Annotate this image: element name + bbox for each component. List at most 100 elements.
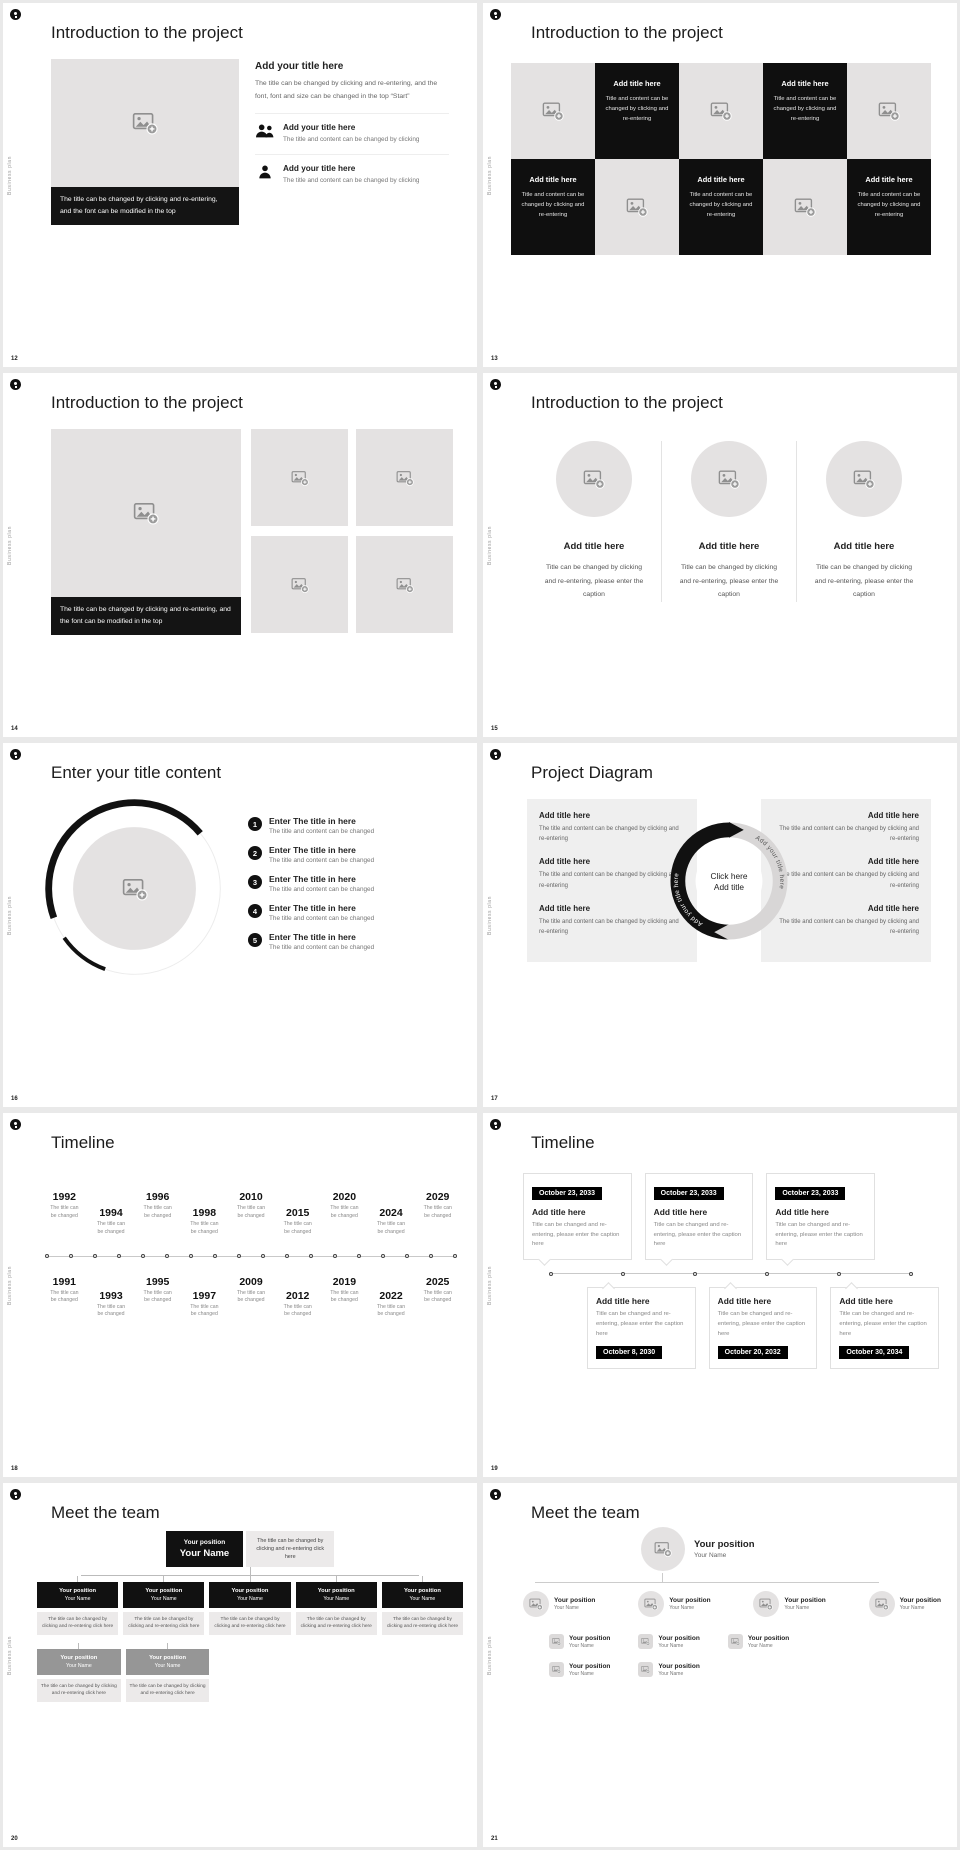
image-placeholder-icon — [759, 1597, 773, 1611]
page-number: 17 — [491, 1096, 498, 1102]
timeline-year: 1993 — [99, 1289, 123, 1302]
page-number: 21 — [491, 1836, 498, 1842]
slide-title: Introduction to the project — [51, 393, 243, 412]
sidebar-vertical-label: Business plan — [487, 525, 493, 565]
block-title: Add your title here — [255, 61, 344, 72]
org-column: Your position Your Name The title can be… — [123, 1576, 205, 1635]
cell-title: Add title here — [781, 79, 829, 88]
block-title: Add title here — [539, 857, 591, 867]
column-body: Title can be changed by clicking and re-… — [544, 564, 644, 599]
timeline-year: 2022 — [379, 1289, 403, 1302]
slide-19-thumbnail[interactable]: Business plan Timeline October 23, 2033 … — [483, 1113, 957, 1477]
main-text-block: Add your title here The title can be cha… — [255, 61, 449, 104]
entry-body: Title can be changed and re-entering, pl… — [775, 1222, 863, 1248]
slide-18-thumbnail[interactable]: Business plan Timeline 1992 The title ca… — [3, 1113, 477, 1477]
image-placeholder-icon — [122, 876, 148, 902]
block-body: The title and content can be changed by … — [779, 826, 919, 843]
page-number: 12 — [11, 356, 18, 362]
image-placeholder-icon — [529, 1597, 543, 1611]
list-item: 2 Enter The title in here The title and … — [248, 845, 453, 864]
item-body: The title and content can be changed — [269, 915, 375, 922]
slide-title: Introduction to the project — [531, 23, 723, 42]
page-number: 19 — [491, 1466, 498, 1472]
member-caption: The title can be changed by clicking and… — [37, 1678, 121, 1702]
timeline-marker — [429, 1254, 433, 1259]
org-chart: Your position Your Name Your position Yo… — [523, 1527, 941, 1677]
entry-body: Title can be changed and re-entering, pl… — [596, 1311, 684, 1337]
image-placeholder — [847, 63, 931, 159]
avatar-placeholder — [549, 1634, 564, 1649]
column-title: Add title here — [698, 541, 760, 552]
org-member-box: Your position Your Name — [295, 1582, 377, 1608]
timeline-entry: 1998 The title can be changed — [181, 1191, 228, 1237]
page-number: 13 — [491, 356, 498, 362]
member-position: Your position — [317, 1588, 355, 1594]
image-placeholder-icon — [641, 1637, 650, 1646]
timeline-marker — [285, 1254, 289, 1259]
org-root: Your position Your Name — [641, 1527, 941, 1571]
circle-diagram — [37, 791, 232, 986]
slide-21-thumbnail[interactable]: Business plan Meet the team Your positio… — [483, 1483, 957, 1847]
text-block: Add title here The title and content can… — [539, 904, 685, 937]
timeline-caption: The title can be changed — [96, 1221, 126, 1235]
org-column: Your position Your Name The title can be… — [209, 1576, 291, 1635]
brand-logo-icon — [10, 379, 21, 390]
timeline-year: 2010 — [239, 1191, 263, 1203]
avatar-placeholder — [641, 1527, 685, 1571]
item-number-badge: 3 — [248, 875, 262, 889]
connector-line — [662, 1573, 663, 1582]
text-block: Add title here The title and content can… — [539, 811, 685, 844]
image-placeholder-icon — [654, 1540, 672, 1558]
block-title: Add title here — [539, 903, 591, 913]
block-body: The title and content can be changed by … — [779, 872, 919, 889]
avatar-placeholder — [727, 1634, 743, 1649]
arrow-head-icon — [729, 821, 744, 838]
sidebar-vertical-label: Business plan — [487, 1265, 493, 1305]
item-number-badge: 4 — [248, 904, 262, 918]
image-placeholder — [356, 429, 453, 526]
text-cell: Add title here Title and content can be c… — [511, 159, 595, 255]
member-position: Your position — [669, 1597, 711, 1604]
org-root-box: Your position Your Name — [165, 1531, 244, 1567]
slide-title: Enter your title content — [51, 763, 222, 782]
timeline-year: 1997 — [192, 1289, 217, 1302]
entry-title: Add title here — [653, 1207, 708, 1217]
member-position: Your position — [784, 1597, 826, 1604]
slide-15-thumbnail[interactable]: Business plan Introduction to the projec… — [483, 373, 957, 737]
member-position: Your position — [231, 1588, 269, 1594]
slide-12-thumbnail[interactable]: Business plan Introduction to the projec… — [3, 3, 477, 367]
org-member: Your position Your Name — [638, 1634, 700, 1649]
timeline-entry: October 23, 2033 Add title here Title ca… — [766, 1173, 876, 1261]
slide-20-thumbnail[interactable]: Business plan Meet the team Your positio… — [3, 1483, 477, 1847]
list-item: 3 Enter The title in here The title and … — [248, 874, 453, 893]
member-position: Your position — [899, 1597, 941, 1604]
member-position: Your position — [59, 1588, 97, 1594]
image-placeholder-icon — [794, 196, 816, 218]
column-title: Add title here — [833, 541, 895, 552]
list-item: 5 Enter The title in here The title and … — [248, 932, 453, 951]
slide-17-thumbnail[interactable]: Business plan Project Diagram Add title … — [483, 743, 957, 1107]
column-body: Title can be changed by clicking and re-… — [814, 564, 914, 599]
org-level-2: Your position Your Name Your position Yo… — [523, 1583, 941, 1617]
timeline: 1992 The title can be changed 1994 The t… — [41, 1191, 461, 1319]
cell-title: Add title here — [865, 175, 913, 184]
right-panel: Add title here The title and content can… — [761, 799, 931, 963]
slide-16-body: 1 Enter The title in here The title and … — [37, 791, 453, 986]
timeline-entry: 2015 The title can be changed — [274, 1191, 321, 1237]
image-placeholder — [556, 441, 632, 517]
image-placeholder — [51, 429, 241, 597]
timeline-caption: The title can be changed — [330, 1205, 359, 1219]
slide-14-thumbnail[interactable]: Business plan Introduction to the projec… — [3, 373, 477, 737]
brand-logo-icon — [490, 1119, 501, 1130]
slide-16-thumbnail[interactable]: Business plan Enter your title content 1… — [3, 743, 477, 1107]
root-caption: The title can be changed by clicking and… — [246, 1531, 335, 1567]
slide-13-thumbnail[interactable]: Business plan Introduction to the projec… — [483, 3, 957, 367]
item-number-badge: 2 — [248, 846, 262, 860]
center-label-line1: Click here — [710, 871, 747, 881]
timeline-entry: 1997 The title can be changed — [181, 1276, 228, 1320]
timeline-caption: The title can be changed — [283, 1303, 312, 1318]
image-placeholder — [826, 441, 902, 517]
brand-logo-icon — [10, 9, 21, 20]
block-body: The title and content can be changed by … — [283, 177, 420, 185]
sidebar-vertical-label: Business plan — [7, 155, 13, 195]
